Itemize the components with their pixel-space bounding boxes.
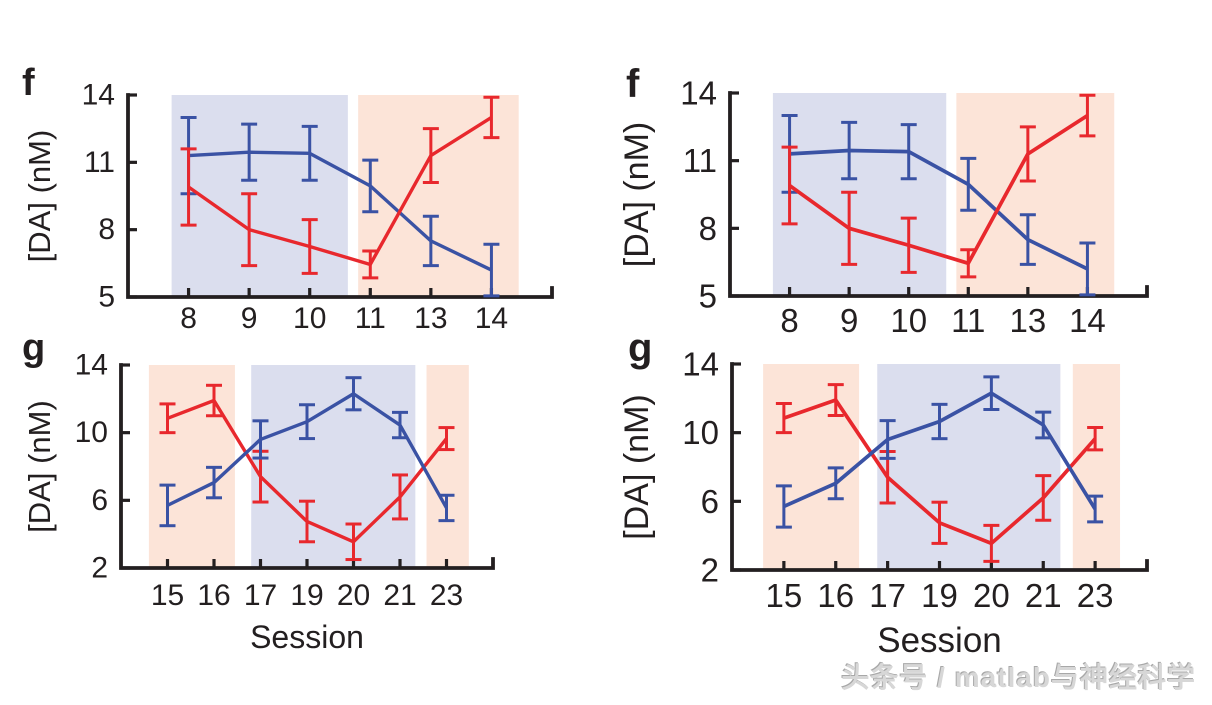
x-tick-label: 17: [869, 577, 906, 614]
x-axis-label: Session: [250, 619, 364, 655]
blue-line: [188, 150, 493, 272]
y-tick-label: 14: [680, 75, 717, 112]
y-tick-label: 10: [682, 414, 719, 451]
panel-f-right-chart: 5 8 11 14 8 9 10 11 13 14 [DA] (nM) f: [618, 62, 1149, 339]
y-tick-label: 14: [75, 349, 108, 382]
x-tick-label: 9: [241, 302, 258, 335]
x-tick-label: 10: [293, 302, 326, 335]
shaded-band-orange: [148, 365, 235, 568]
x-tick-label: 11: [355, 302, 386, 335]
shaded-band-blue: [877, 364, 1061, 570]
x-tick-label: 19: [290, 579, 323, 612]
shaded-band-orange: [763, 364, 860, 570]
y-tick-label: 6: [701, 483, 719, 520]
x-tick-label: 11: [951, 302, 985, 339]
red-line: [187, 116, 493, 267]
panel-letter-g: g: [22, 327, 45, 369]
shaded-band-orange: [1072, 364, 1121, 570]
x-tick-label: 23: [430, 579, 463, 612]
y-tick-label: 6: [91, 484, 108, 517]
x-tick-label: 19: [921, 577, 958, 614]
x-tick-label: 13: [414, 302, 447, 335]
y-tick-label: 5: [98, 281, 115, 314]
y-tick-label: 2: [701, 552, 719, 589]
shaded-band-blue: [251, 365, 416, 568]
x-tick-label: 8: [780, 302, 798, 339]
x-axis-label: Session: [877, 621, 1002, 660]
x-tick-label: 15: [766, 577, 803, 614]
x-tick-label: 20: [973, 577, 1010, 614]
y-tick-label: 11: [84, 146, 115, 179]
watermark-text: 头条号 / matlab与神经科学: [841, 662, 1196, 693]
y-axis-label: [DA] (nM): [22, 400, 57, 533]
y-axis-label: [DA] (nM): [22, 130, 57, 263]
panel-g-right-chart: 2 6 10 14 15 16 17 19 20 21 23 [DA] (nM) Session g: [618, 326, 1149, 660]
panel-g-left-chart: 2 6 10 14 15 16 17 19 20 21 23 [DA] (nM) Session g: [22, 327, 495, 655]
y-tick-label: 5: [699, 278, 717, 315]
panel-letter-f: f: [626, 62, 640, 106]
y-tick-label: 14: [682, 346, 719, 383]
x-tick-label: 10: [890, 302, 927, 339]
x-tick-label: 17: [244, 579, 277, 612]
x-tick-label: 14: [1069, 302, 1106, 339]
y-tick-label: 2: [91, 552, 108, 585]
shaded-band-blue: [171, 95, 348, 297]
axes: [728, 91, 1149, 298]
blue-line: [789, 148, 1089, 271]
y-axis-label: [DA] (nM): [618, 122, 656, 267]
red-line: [788, 113, 1089, 266]
x-tick-label: 16: [817, 577, 854, 614]
panel-f-left-chart: 5 8 11 14 8 9 10 11 13 14 [DA] (nM) f: [22, 62, 554, 335]
x-tick-label: 16: [197, 579, 230, 612]
y-tick-label: 14: [82, 79, 115, 112]
shaded-band-orange: [426, 365, 469, 568]
x-tick-label: 13: [1009, 302, 1046, 339]
panel-letter-f: f: [22, 62, 35, 104]
x-tick-label: 21: [1025, 577, 1062, 614]
shaded-band-blue: [772, 93, 947, 296]
y-tick-label: 8: [98, 213, 115, 246]
y-tick-label: 8: [699, 210, 717, 247]
y-axis-label: [DA] (nM): [618, 394, 656, 539]
panel-letter-g: g: [628, 326, 652, 370]
x-tick-label: 9: [840, 302, 858, 339]
x-tick-label: 14: [475, 302, 508, 335]
x-tick-label: 15: [151, 579, 184, 612]
y-tick-label: 10: [75, 416, 108, 449]
axes: [126, 93, 554, 299]
x-tick-label: 20: [337, 579, 370, 612]
x-tick-label: 21: [383, 579, 416, 612]
x-tick-label: 23: [1077, 577, 1114, 614]
x-tick-label: 8: [180, 302, 197, 335]
y-tick-label: 11: [683, 142, 717, 179]
